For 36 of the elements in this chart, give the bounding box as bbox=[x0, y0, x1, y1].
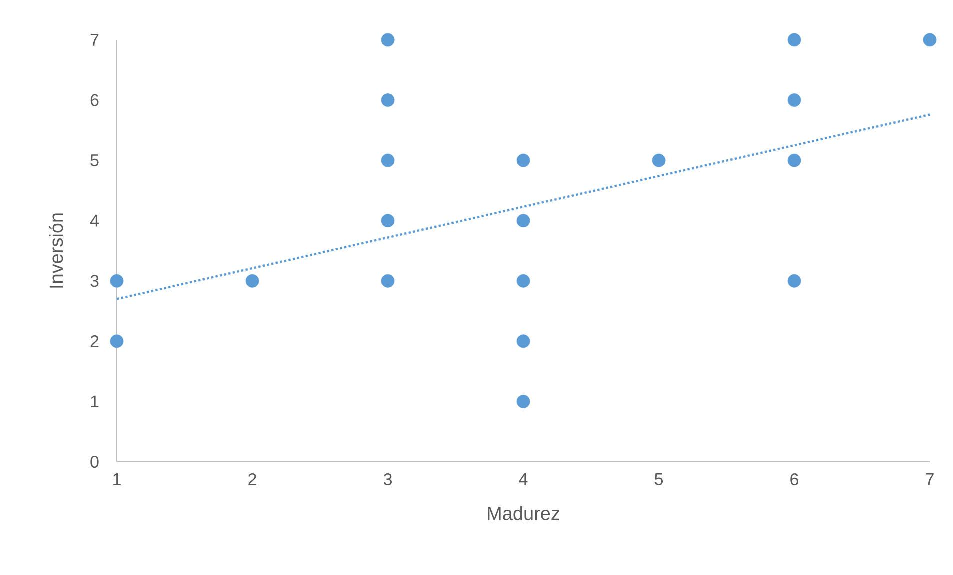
x-tick-label: 1 bbox=[114, 474, 121, 486]
y-tick-label: 7 bbox=[90, 34, 99, 46]
y-tick-label: 3 bbox=[90, 275, 99, 288]
point bbox=[381, 94, 395, 107]
point bbox=[788, 274, 802, 288]
y-tick-label: 6 bbox=[90, 94, 99, 106]
x-tick-label: 6 bbox=[790, 474, 798, 486]
point bbox=[516, 395, 530, 408]
y-tick-label: 1 bbox=[91, 396, 99, 408]
x-tick-label: 3 bbox=[384, 474, 392, 486]
y-tick-label: 0 bbox=[90, 456, 99, 468]
point bbox=[652, 154, 666, 168]
y-axis-title: Inversión bbox=[48, 214, 64, 288]
y-tick-label: 2 bbox=[90, 335, 99, 348]
point bbox=[516, 154, 530, 168]
x-tick-label: 5 bbox=[654, 474, 664, 486]
x-tick-label: 4 bbox=[519, 474, 528, 486]
point bbox=[381, 274, 395, 288]
point bbox=[516, 334, 530, 348]
y-tick-label: 5 bbox=[90, 154, 99, 167]
point bbox=[246, 274, 260, 288]
point bbox=[516, 214, 530, 228]
x-tick-label: 7 bbox=[926, 474, 934, 486]
point bbox=[381, 33, 395, 47]
y-tick-label: 4 bbox=[90, 215, 99, 227]
x-axis-title: Madurez bbox=[488, 506, 560, 520]
point bbox=[381, 214, 395, 228]
point bbox=[788, 94, 802, 107]
point bbox=[110, 334, 124, 348]
x-tick-label: 2 bbox=[248, 474, 256, 486]
point bbox=[381, 154, 395, 168]
point bbox=[516, 274, 530, 288]
point bbox=[788, 33, 802, 47]
point bbox=[110, 274, 124, 288]
point bbox=[788, 154, 802, 168]
point bbox=[923, 33, 937, 47]
